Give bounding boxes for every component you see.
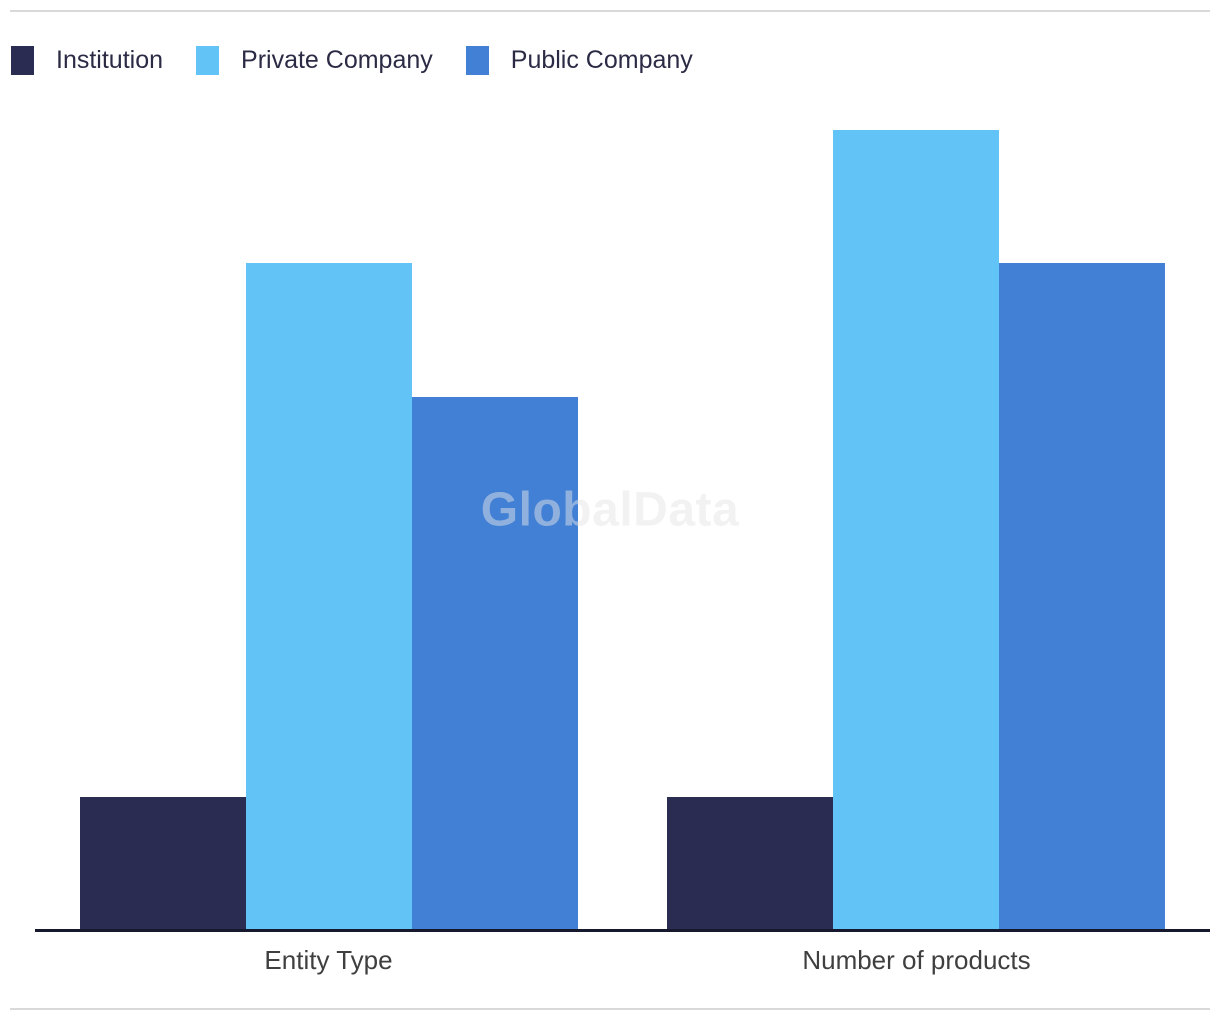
category-label-entity-type: Entity Type <box>264 945 393 975</box>
top-divider <box>10 10 1210 12</box>
legend-label-private-company: Private Company <box>241 46 433 74</box>
legend-swatch-private-company <box>196 46 220 75</box>
legend-item-public-company[interactable]: Public Company <box>465 46 693 75</box>
bar-public-company-number-of-products[interactable] <box>999 263 1166 930</box>
legend-label-institution: Institution <box>56 46 164 74</box>
x-axis-line <box>35 929 1210 932</box>
legend-label-public-company: Public Company <box>510 46 693 74</box>
plot-area <box>35 130 1210 930</box>
bar-institution-entity-type[interactable] <box>79 796 246 930</box>
bar-institution-number-of-products[interactable] <box>667 796 834 930</box>
bar-public-company-entity-type[interactable] <box>411 396 578 930</box>
legend-swatch-public-company <box>465 46 489 75</box>
bar-group-entity-type <box>35 130 623 930</box>
legend: Institution Private Company Public Compa… <box>11 46 693 75</box>
bar-private-company-number-of-products[interactable] <box>833 130 1000 930</box>
category-label-number-of-products: Number of products <box>802 945 1031 975</box>
bar-private-company-entity-type[interactable] <box>245 263 412 930</box>
legend-item-institution[interactable]: Institution <box>11 46 163 75</box>
bar-group-number-of-products <box>623 130 1211 930</box>
legend-item-private-company[interactable]: Private Company <box>196 46 433 75</box>
bottom-divider <box>10 1008 1210 1010</box>
legend-swatch-institution <box>11 46 34 75</box>
